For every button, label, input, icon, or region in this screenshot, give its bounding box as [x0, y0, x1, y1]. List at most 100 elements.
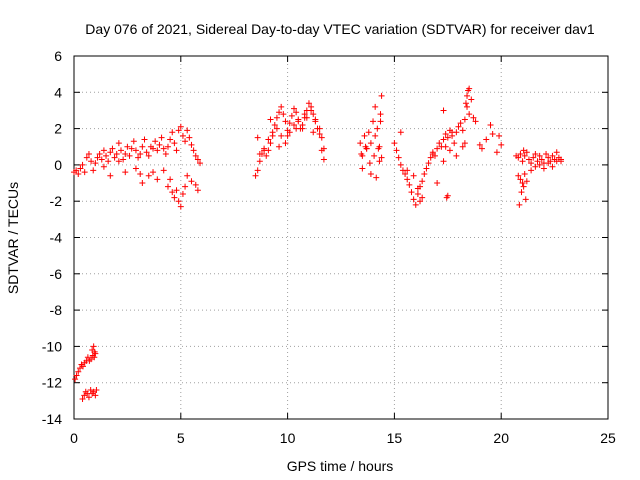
data-point: [141, 136, 148, 143]
data-point: [553, 149, 560, 156]
data-point: [464, 103, 471, 110]
data-point: [145, 152, 152, 159]
data-point: [543, 151, 550, 158]
data-point: [293, 125, 300, 132]
data-point: [122, 151, 129, 158]
x-tick-label: 10: [280, 430, 296, 446]
data-point: [286, 129, 293, 136]
data-point: [427, 154, 434, 161]
data-point: [361, 132, 368, 139]
y-tick-label: -6: [50, 266, 63, 282]
data-point: [493, 149, 500, 156]
data-point: [462, 100, 469, 107]
data-point: [549, 152, 556, 159]
data-point: [440, 107, 447, 114]
data-point: [85, 394, 92, 401]
data-point: [75, 170, 82, 177]
data-point: [540, 165, 547, 172]
data-point: [525, 156, 532, 163]
y-tick-label: -12: [42, 375, 62, 391]
data-point: [79, 363, 86, 370]
data-point: [120, 156, 127, 163]
data-point: [88, 158, 95, 165]
data-point: [410, 196, 417, 203]
data-point: [167, 176, 174, 183]
data-point: [366, 160, 373, 167]
data-point: [320, 156, 327, 163]
data-point: [167, 136, 174, 143]
data-point: [276, 143, 283, 150]
data-point: [534, 158, 541, 165]
data-point: [105, 158, 112, 165]
data-points: [71, 85, 565, 403]
chart-title: Day 076 of 2021, Sidereal Day-to-day VTE…: [85, 21, 595, 37]
data-point: [299, 125, 306, 132]
data-point: [532, 151, 539, 158]
data-point: [173, 187, 180, 194]
data-point: [98, 156, 105, 163]
axis-ticks: [73, 55, 609, 420]
data-point: [145, 172, 152, 179]
data-point: [77, 165, 84, 172]
data-point: [434, 145, 441, 152]
data-point: [434, 180, 441, 187]
data-point: [373, 174, 380, 181]
data-point: [117, 147, 124, 154]
data-point: [301, 111, 308, 118]
data-point: [515, 154, 522, 161]
data-point: [184, 127, 191, 134]
data-point: [282, 140, 289, 147]
data-point: [442, 131, 449, 138]
data-point: [377, 111, 384, 118]
data-point: [169, 189, 176, 196]
data-point: [391, 140, 398, 147]
data-point: [406, 181, 413, 188]
data-point: [461, 140, 468, 147]
data-point: [305, 100, 312, 107]
data-point: [402, 170, 409, 177]
data-point: [92, 392, 99, 399]
data-point: [308, 107, 315, 114]
data-point: [470, 114, 477, 121]
grid-lines: [74, 56, 608, 419]
data-point: [177, 123, 184, 130]
data-point: [169, 129, 176, 136]
data-point: [316, 125, 323, 132]
data-point: [318, 134, 325, 141]
data-point: [519, 180, 526, 187]
data-point: [367, 170, 374, 177]
data-point: [100, 147, 107, 154]
data-point: [478, 145, 485, 152]
data-point: [278, 103, 285, 110]
data-point: [449, 129, 456, 136]
data-point: [362, 143, 369, 150]
data-point: [498, 141, 505, 148]
data-point: [466, 111, 473, 118]
data-point: [520, 147, 527, 154]
data-point: [376, 158, 383, 165]
data-point: [378, 154, 385, 161]
data-point: [359, 165, 366, 172]
data-point: [177, 203, 184, 210]
data-point: [186, 134, 193, 141]
data-point: [516, 201, 523, 208]
data-point: [367, 140, 374, 147]
y-tick-label: 2: [54, 121, 62, 137]
data-point: [523, 149, 530, 156]
y-tick-label: -8: [50, 302, 63, 318]
data-point: [91, 354, 98, 361]
data-point: [81, 169, 88, 176]
data-point: [265, 136, 272, 143]
x-tick-label: 25: [600, 430, 616, 446]
data-point: [410, 172, 417, 179]
data-point: [517, 176, 524, 183]
data-point: [538, 156, 545, 163]
data-point: [128, 145, 135, 152]
data-point: [160, 167, 167, 174]
data-point: [273, 114, 280, 121]
data-point: [378, 92, 385, 99]
data-point: [139, 143, 146, 150]
data-point: [164, 143, 171, 150]
data-point: [397, 129, 404, 136]
y-tick-label: 0: [54, 157, 62, 173]
